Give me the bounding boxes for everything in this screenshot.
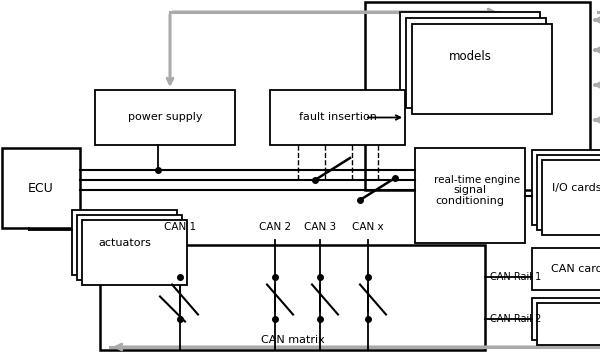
Bar (95, 90, 235, 145)
Text: CAN Rail 1: CAN Rail 1 (490, 272, 541, 282)
Bar (72, 210, 177, 275)
Text: models: models (449, 50, 491, 64)
Bar (2, 148, 80, 228)
Text: I/O cards: I/O cards (552, 182, 600, 192)
Bar (270, 90, 405, 145)
Text: CAN 2: CAN 2 (259, 222, 291, 232)
Text: CAN x: CAN x (352, 222, 384, 232)
Text: CAN Rail 2: CAN Rail 2 (490, 313, 541, 323)
Text: signal
conditioning: signal conditioning (436, 185, 505, 206)
Text: real-time engine: real-time engine (434, 175, 521, 185)
Bar (412, 24, 552, 114)
Text: CAN 3: CAN 3 (304, 222, 336, 232)
Bar (406, 18, 546, 108)
Text: CAN matrix: CAN matrix (260, 335, 325, 345)
Bar (532, 248, 600, 290)
Text: actuators: actuators (98, 237, 151, 247)
Text: CAN 1: CAN 1 (164, 222, 196, 232)
Bar (100, 245, 485, 350)
Bar (400, 12, 540, 102)
Text: power supply: power supply (128, 113, 202, 122)
Bar (532, 150, 600, 225)
Bar (537, 155, 600, 230)
Bar (365, 2, 590, 190)
Text: ECU: ECU (28, 181, 54, 195)
Text: fault insertion: fault insertion (299, 113, 376, 122)
Bar (532, 298, 600, 340)
Text: CAN card: CAN card (551, 264, 600, 274)
Bar (542, 160, 600, 235)
Bar (537, 303, 600, 345)
Bar (415, 148, 525, 243)
Bar (77, 215, 182, 280)
Bar (82, 220, 187, 285)
